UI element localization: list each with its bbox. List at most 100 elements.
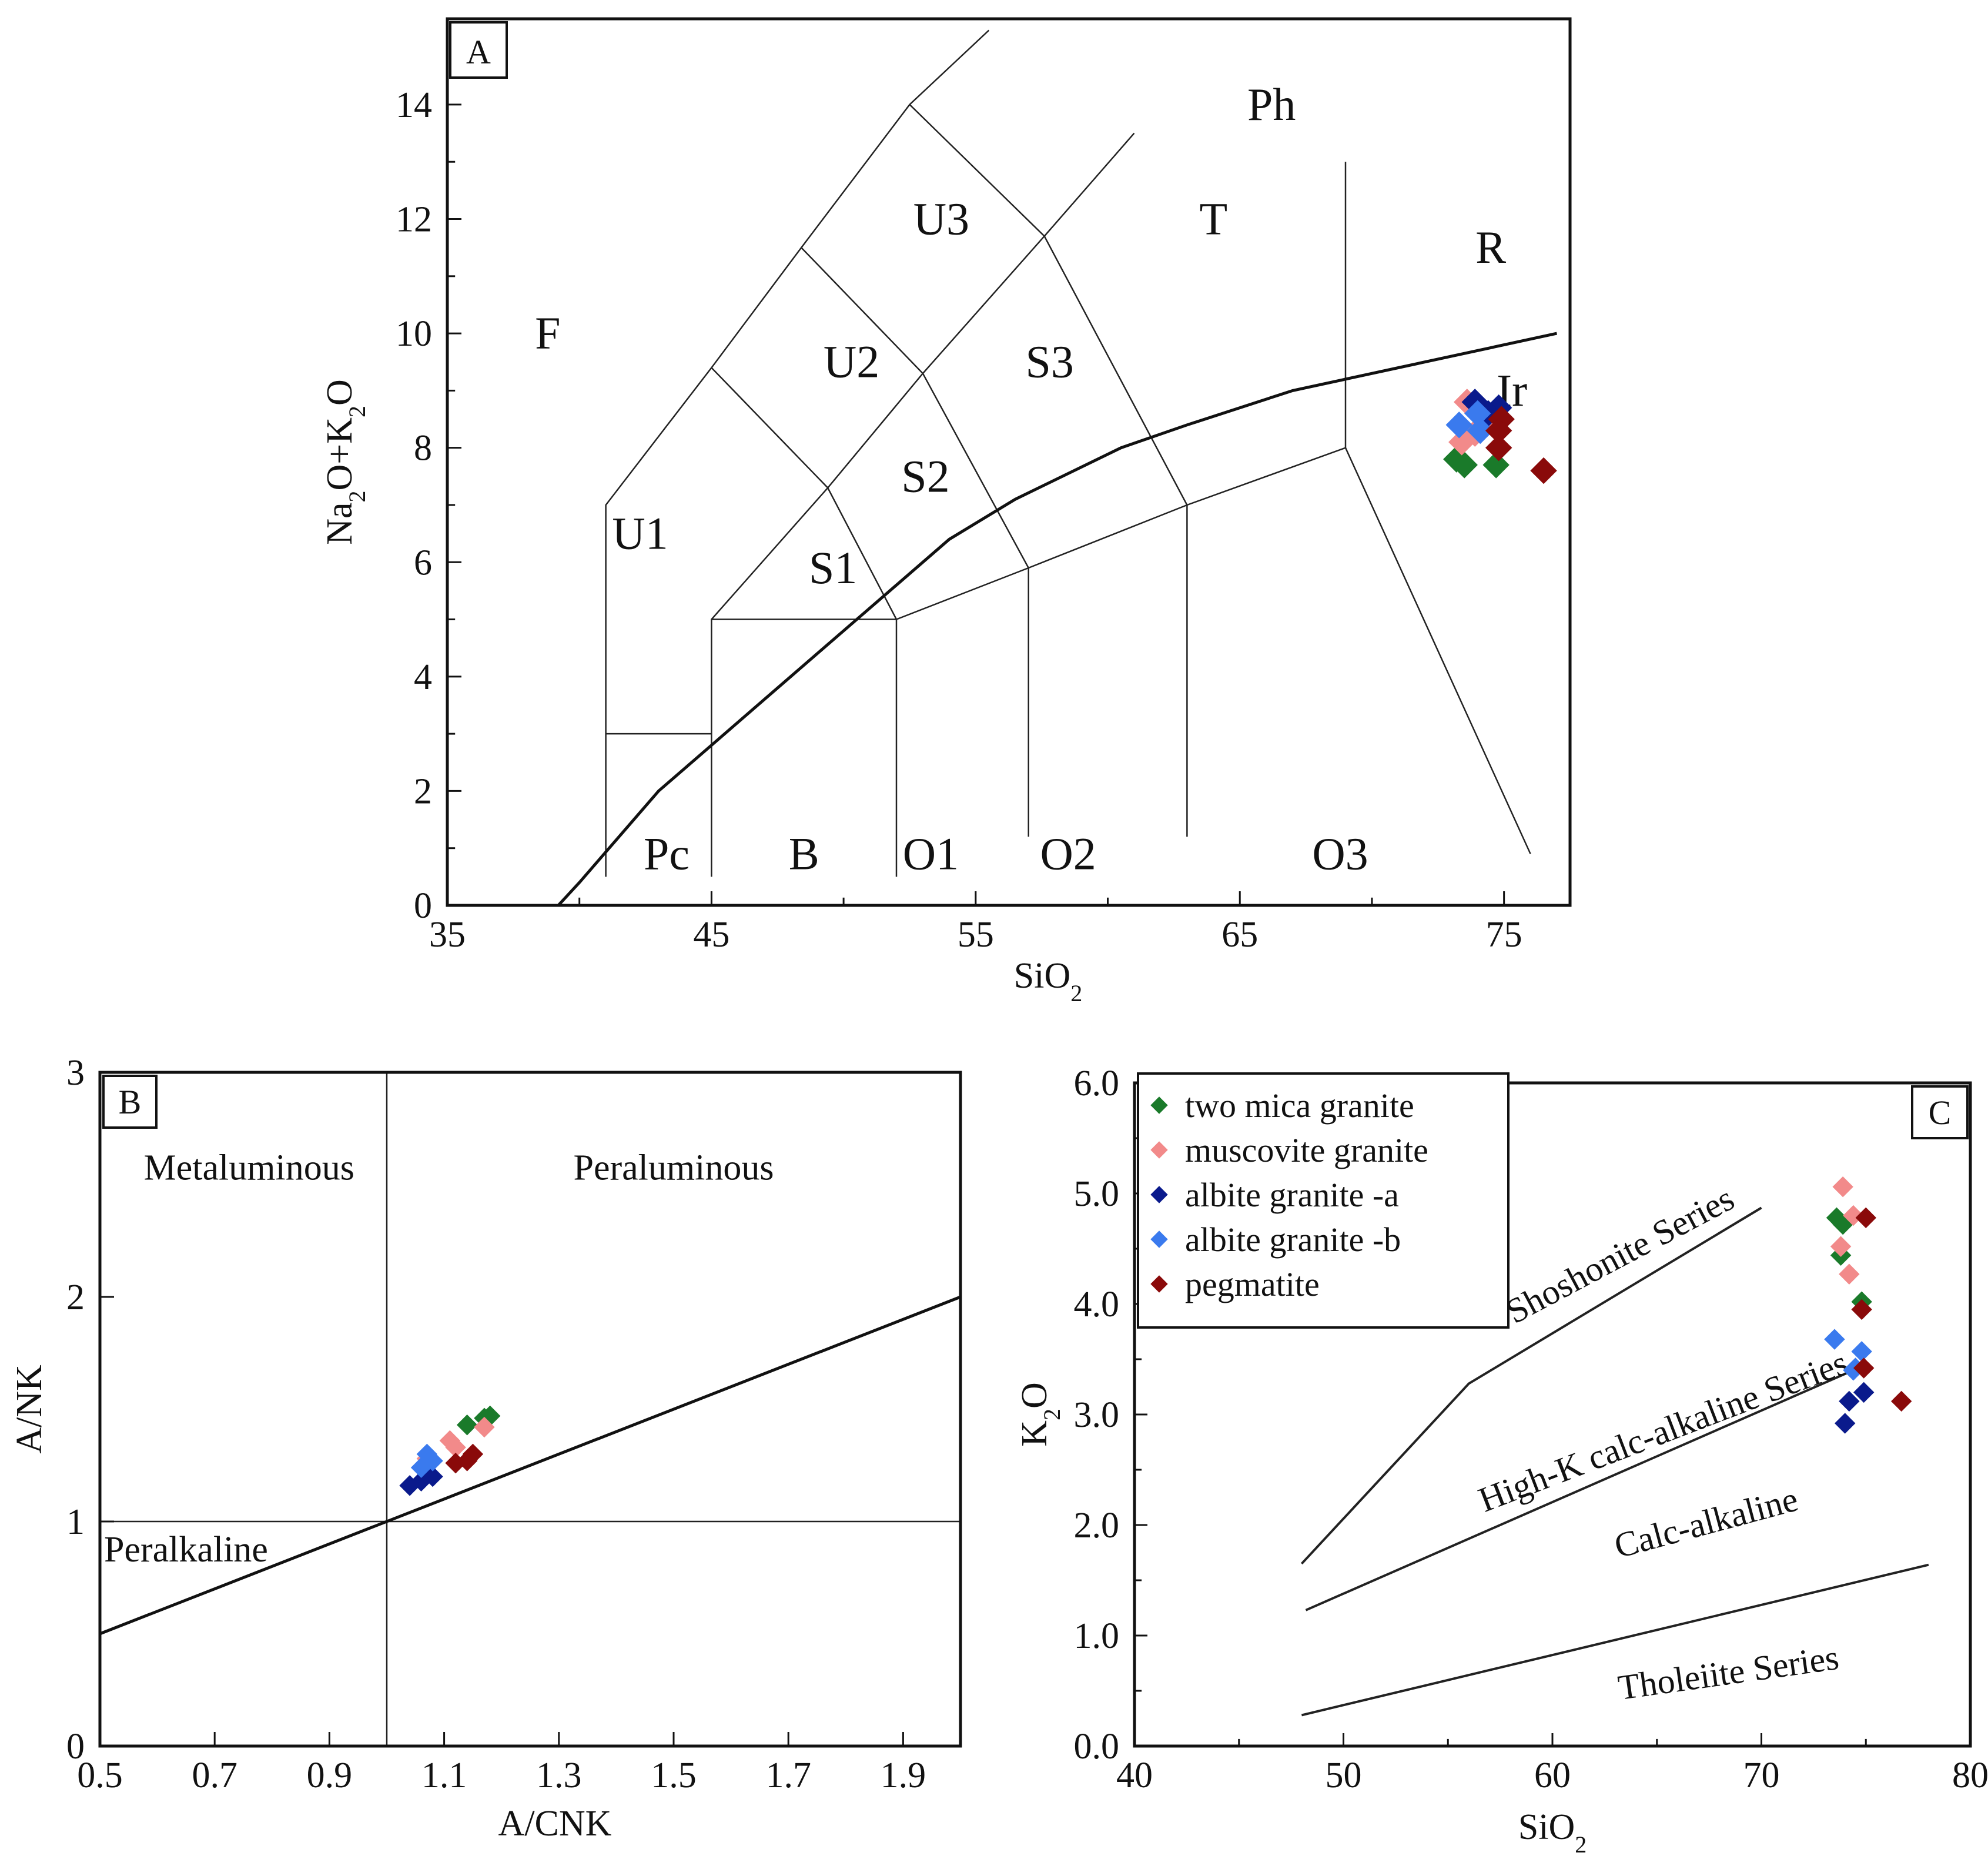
y-tick-label: 10 <box>396 314 432 354</box>
data-point-muscovite-granite <box>1832 1176 1853 1198</box>
x-tick-label: 35 <box>429 915 466 955</box>
y-tick-label: 6 <box>414 543 432 583</box>
panel-b-plot-frame <box>98 1071 962 1748</box>
y-tick-label: 5.0 <box>1074 1174 1120 1214</box>
peraluminous-boundary-line <box>99 1295 961 1636</box>
legend-marker-pegmatite <box>1150 1275 1168 1293</box>
legend-label-albite-granite-b: albite granite -b <box>1185 1220 1401 1259</box>
legend-marker-two-mica-granite <box>1150 1096 1168 1114</box>
data-point-muscovite-granite <box>474 1416 495 1438</box>
y-tick-label: 2.0 <box>1074 1506 1120 1546</box>
y-tick-label: 1 <box>66 1502 85 1542</box>
panel-b-field-labels: Metaluminous Peraluminous Peralkaline <box>104 1148 774 1569</box>
y-tick-label: 2 <box>66 1278 85 1317</box>
field-label-u1: U1 <box>612 508 668 559</box>
panel-c-axes: 40 50 60 70 80 0.0 1.0 2.0 3.0 4.0 5.0 6.0 <box>1074 1064 1988 1795</box>
k2o-silica-panel-c: 40 50 60 70 80 0.0 1.0 2.0 3.0 4.0 5.0 6.0 Shoshoni… <box>1015 1064 1988 1856</box>
y-tick-label: 12 <box>396 200 432 240</box>
panel-b-classification-lines <box>99 1072 961 1746</box>
x-tick-label: 1.9 <box>881 1755 926 1795</box>
field-label-s2: S2 <box>901 450 949 501</box>
x-tick-label: 75 <box>1486 915 1522 955</box>
panel-b-tag: B <box>119 1083 142 1121</box>
x-tick-label: 1.7 <box>765 1755 811 1795</box>
field-label-s3: S3 <box>1025 336 1073 387</box>
x-tick-label: 60 <box>1534 1755 1571 1795</box>
x-tick-label: 40 <box>1116 1755 1153 1795</box>
y-tick-label: 2 <box>414 771 432 811</box>
tas-field-boundary <box>605 29 990 877</box>
data-point-pegmatite <box>1890 1390 1912 1412</box>
data-point-pegmatite <box>1851 1299 1872 1320</box>
data-point-two-mica-granite <box>1482 452 1510 479</box>
field-label-f: F <box>535 307 560 359</box>
legend-box <box>1137 1072 1510 1329</box>
y-tick-label: 4.0 <box>1074 1285 1120 1325</box>
data-point-pegmatite <box>1485 434 1512 462</box>
panel-a-plot-frame <box>446 17 1572 907</box>
field-label-r: R <box>1475 222 1506 273</box>
aluminum-saturation-panel-b: 0.5 0.7 0.9 1.1 1.3 1.5 1.7 1.9 0 1 2 3 Metaluminou… <box>9 1053 962 1844</box>
data-point-albite-granite-b <box>1445 412 1472 439</box>
x-tick-label: 0.9 <box>307 1755 353 1795</box>
legend-marker-muscovite-granite <box>1150 1141 1168 1159</box>
series-label: Tholeiite Series <box>1616 1638 1842 1707</box>
field-label-u2: U2 <box>824 336 879 387</box>
field-label-o3: O3 <box>1312 828 1368 879</box>
panel-c-data-points <box>1824 1176 1912 1434</box>
field-label-u3: U3 <box>913 193 969 245</box>
data-point-albite-granite-a <box>1839 1390 1860 1412</box>
data-point-muscovite-granite <box>1830 1236 1852 1257</box>
panel-a-classification-lines <box>557 29 1558 907</box>
alkaline-subalkaline-boundary <box>557 332 1558 907</box>
y-tick-label: 0 <box>414 886 432 926</box>
series-label: Calc-alkaline <box>1610 1479 1802 1566</box>
panel-b-axes: 0.5 0.7 0.9 1.1 1.3 1.5 1.7 1.9 0 1 2 3 <box>66 1053 926 1795</box>
y-tick-label: 4 <box>414 657 432 697</box>
legend-label-muscovite-granite: muscovite granite <box>1185 1131 1428 1169</box>
x-tick-label: 70 <box>1743 1755 1780 1795</box>
panel-c-tag-box <box>1911 1085 1969 1139</box>
tas-field-boundary <box>801 247 1029 568</box>
panel-c-tag: C <box>1929 1093 1952 1132</box>
panel-b-y-axis-label: A/NK <box>9 1365 49 1454</box>
data-point-albite-granite-a <box>1834 1413 1856 1434</box>
data-point-muscovite-granite <box>1839 1263 1860 1285</box>
panel-b-x-axis-label: A/CNK <box>498 1804 612 1844</box>
y-tick-label: 0 <box>66 1727 85 1767</box>
tas-field-boundary <box>711 367 898 620</box>
x-tick-label: 1.5 <box>651 1755 697 1795</box>
field-label-ph: Ph <box>1247 79 1296 130</box>
panel-c-series-boundaries <box>1300 1206 1929 1717</box>
series-label: Shoshonite Series <box>1500 1179 1740 1331</box>
panel-b-data-points <box>399 1405 501 1496</box>
panel-c-x-axis-label: SiO2 <box>1518 1807 1587 1856</box>
legend-label-pegmatite: pegmatite <box>1185 1265 1320 1303</box>
y-tick-label: 6.0 <box>1074 1064 1120 1103</box>
x-tick-label: 55 <box>958 915 994 955</box>
data-point-pegmatite <box>1855 1207 1876 1229</box>
panel-b-tag-box <box>102 1075 158 1129</box>
field-label-t: T <box>1199 193 1227 245</box>
panel-a-tag-box <box>449 21 508 79</box>
magma-series-boundary <box>1300 1206 1762 1565</box>
y-tick-label: 8 <box>414 429 432 469</box>
x-tick-label: 0.7 <box>192 1755 237 1795</box>
y-tick-label: 3.0 <box>1074 1395 1120 1435</box>
data-point-albite-granite-a <box>1853 1382 1875 1403</box>
magma-series-boundary <box>1301 1563 1929 1717</box>
y-tick-label: 14 <box>396 85 432 125</box>
x-tick-label: 80 <box>1952 1755 1988 1795</box>
data-point-albite-granite-b <box>1467 417 1494 444</box>
panel-a-y-axis-label: Na2O+K2O <box>320 379 370 545</box>
data-point-albite-granite-b <box>1824 1329 1845 1350</box>
y-tick-label: 3 <box>66 1053 85 1093</box>
data-point-two-mica-granite <box>1451 452 1478 479</box>
legend-marker-albite-granite-a <box>1150 1186 1168 1203</box>
data-point-albite-granite-a <box>422 1466 443 1487</box>
tas-field-boundary <box>711 132 1135 877</box>
field-label-metaluminous: Metaluminous <box>144 1148 354 1188</box>
tas-field-boundary <box>1344 447 1531 854</box>
